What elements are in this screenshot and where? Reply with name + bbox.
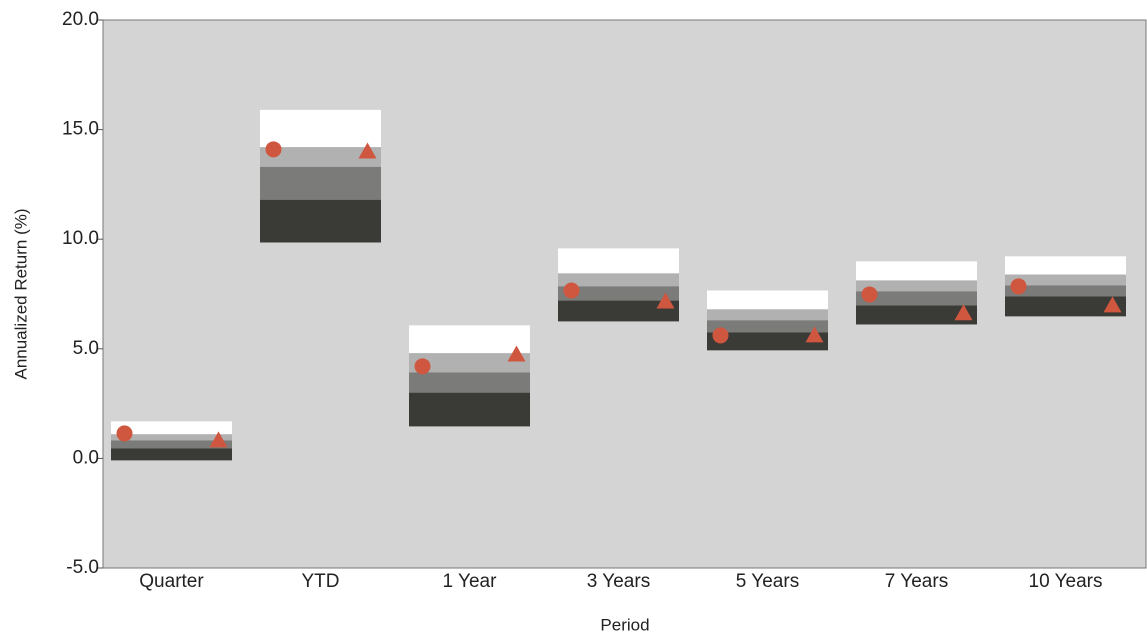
percentile-band [558, 286, 679, 301]
percentile-band [1005, 274, 1126, 286]
marker-circle [265, 141, 282, 158]
percentile-band [111, 440, 232, 449]
marker-triangle [1103, 296, 1122, 313]
x-axis-title: Period [600, 615, 649, 634]
y-tick-label: 10.0 [62, 228, 99, 249]
percentile-band [707, 309, 828, 321]
x-tick-label: Quarter [139, 571, 204, 592]
percentile-band [111, 448, 232, 461]
percentile-band [856, 305, 977, 325]
percentile-band [260, 199, 381, 243]
percentile-band [707, 332, 828, 351]
x-tick-label: 3 Years [587, 571, 650, 592]
x-tick-label: 10 Years [1029, 571, 1103, 592]
percentile-band [558, 273, 679, 287]
marker-triangle [209, 431, 228, 448]
percentile-band [260, 147, 381, 167]
percentile-band [558, 300, 679, 322]
x-tick-label: 1 Year [443, 571, 498, 592]
percentile-band [707, 320, 828, 333]
y-tick-label: -5.0 [66, 557, 99, 578]
marker-circle [414, 358, 431, 375]
marker-circle [1010, 278, 1027, 295]
x-tick-label: 7 Years [885, 571, 948, 592]
percentile-band [260, 166, 381, 200]
marker-circle [861, 286, 878, 303]
percentile-band [111, 434, 232, 441]
x-tick-label: YTD [302, 571, 340, 592]
percentile-band [260, 109, 381, 148]
marker-circle [116, 425, 133, 442]
percentile-band [409, 353, 530, 373]
y-tick-label: 5.0 [73, 338, 99, 359]
y-tick-label: 20.0 [62, 9, 99, 30]
percentile-band [1005, 256, 1126, 275]
marker-triangle [805, 326, 824, 343]
percentile-band [111, 421, 232, 435]
x-tick-label: 5 Years [736, 571, 799, 592]
percentile-band [856, 291, 977, 306]
y-tick-label: 0.0 [73, 447, 99, 468]
percentile-band [1005, 285, 1126, 297]
percentile-band [856, 280, 977, 292]
percentile-band [1005, 296, 1126, 317]
percentile-band [558, 248, 679, 274]
percentile-band [409, 392, 530, 427]
percentile-band [707, 290, 828, 310]
percentile-band [856, 261, 977, 281]
marker-triangle [507, 345, 526, 362]
marker-triangle [656, 292, 675, 309]
percentile-band [409, 372, 530, 393]
marker-circle [712, 327, 729, 344]
percentile-band [409, 325, 530, 354]
y-axis-title: Annualized Return (%) [11, 208, 30, 379]
marker-circle [563, 282, 580, 299]
marker-triangle [954, 304, 973, 321]
marker-triangle [358, 142, 377, 159]
y-tick-label: 15.0 [62, 119, 99, 140]
